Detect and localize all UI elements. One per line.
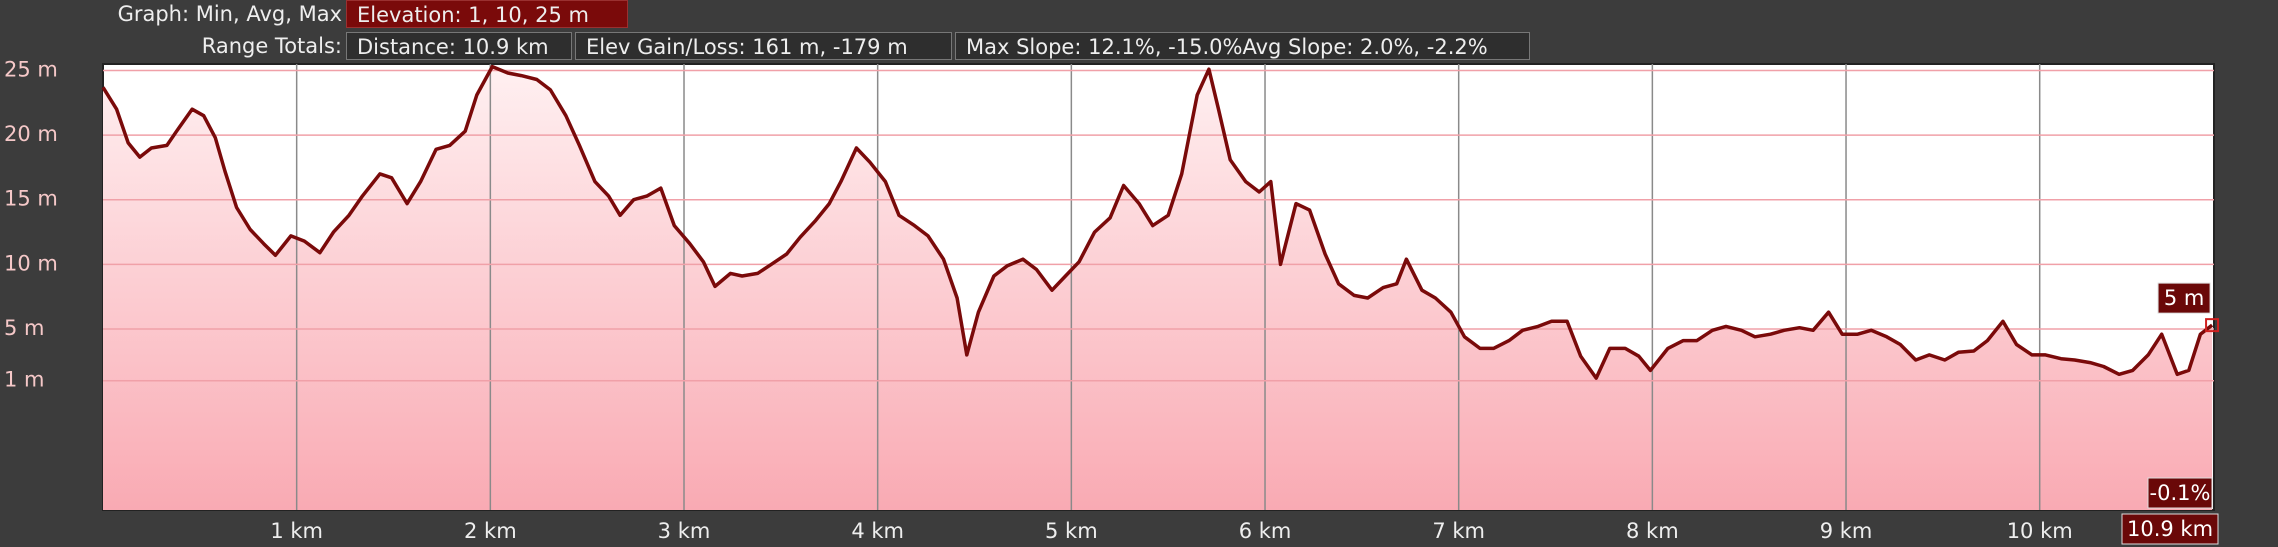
range-label: Range Totals: [201, 34, 342, 58]
max-slope: Max Slope: 12.1%, -15.0% [966, 35, 1243, 59]
y-tick-label: 5 m [4, 316, 45, 340]
elev-gain-loss: Elev Gain/Loss: 161 m, -179 m [575, 32, 952, 60]
cursor-distance-box [2121, 513, 2219, 545]
x-tick-label: 8 km [1626, 519, 1679, 543]
cursor-distance: 10.9 km [2127, 517, 2213, 541]
slope-box: Max Slope: 12.1%, -15.0%Avg Slope: 2.0%,… [955, 32, 1530, 60]
avg-slope: Avg Slope: 2.0%, -2.2% [1242, 35, 1488, 59]
cursor-elevation-box [2157, 282, 2211, 314]
x-tick-label: 9 km [1820, 519, 1873, 543]
elevation-summary: Elevation: 1, 10, 25 m [346, 0, 628, 28]
x-tick-label: 10 km [2007, 519, 2073, 543]
cursor-marker [2205, 318, 2220, 333]
y-tick-label: 20 m [4, 122, 58, 146]
y-tick-label: 10 m [4, 251, 58, 275]
x-tick-label: 2 km [464, 519, 517, 543]
y-tick-label: 1 m [4, 368, 45, 392]
graph-label: Graph: Min, Avg, Max [117, 2, 342, 26]
y-tick-label: 25 m [4, 57, 58, 81]
distance: Distance: 10.9 km [346, 32, 572, 60]
x-tick-label: 7 km [1432, 519, 1485, 543]
x-tick-label: 6 km [1239, 519, 1292, 543]
cursor-slope: -0.1% [2150, 481, 2211, 505]
y-tick-label: 15 m [4, 187, 58, 211]
x-tick-label: 5 km [1045, 519, 1098, 543]
x-tick-label: 1 km [270, 519, 323, 543]
x-tick-label: 4 km [851, 519, 904, 543]
elevation-area [103, 66, 2213, 510]
cursor-slope-box [2147, 477, 2213, 509]
elevation-line [101, 64, 2214, 380]
x-tick-label: 3 km [658, 519, 711, 543]
cursor-elevation: 5 m [2164, 286, 2205, 310]
